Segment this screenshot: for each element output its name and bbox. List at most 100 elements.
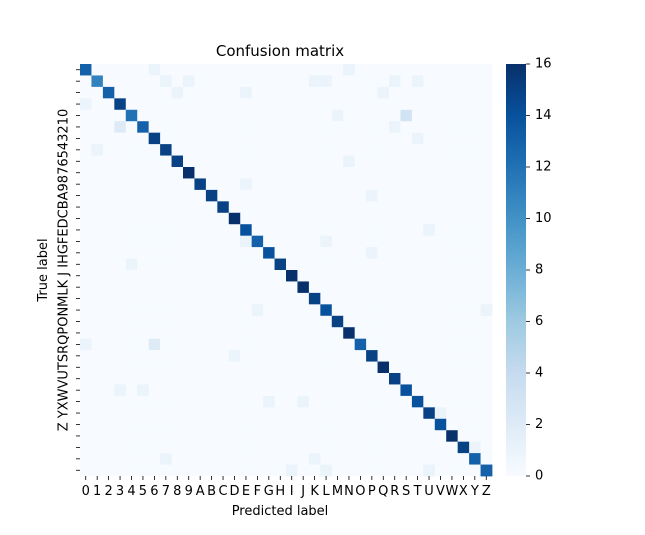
heatmap-cell <box>377 350 390 362</box>
heatmap-cell <box>366 384 378 397</box>
heatmap-cell <box>446 418 459 431</box>
heatmap-cell <box>240 373 253 385</box>
heatmap-cell <box>228 64 241 76</box>
heatmap-cell <box>389 292 401 305</box>
heatmap-cell <box>160 144 172 156</box>
heatmap-cell <box>102 292 115 305</box>
heatmap-cell <box>240 441 253 454</box>
heatmap-cell <box>377 247 390 259</box>
heatmap-cell <box>183 384 195 397</box>
heatmap-cell <box>240 327 253 340</box>
heatmap-cell <box>263 315 275 328</box>
heatmap-cell <box>423 464 436 477</box>
x-tick-label: R <box>390 484 399 499</box>
heatmap-cell <box>320 132 333 145</box>
heatmap-cell <box>389 212 401 225</box>
heatmap-cell <box>217 407 230 420</box>
heatmap-cell <box>354 395 367 408</box>
heatmap-cell <box>308 453 321 465</box>
heatmap-cell <box>251 407 264 420</box>
heatmap-cell <box>160 304 172 317</box>
heatmap-cell <box>102 327 115 340</box>
heatmap-cell <box>80 395 92 408</box>
heatmap-cell <box>354 327 367 340</box>
heatmap-cell <box>446 281 459 294</box>
heatmap-cell <box>480 292 493 305</box>
heatmap-cell <box>297 304 310 317</box>
heatmap-cell <box>469 407 481 420</box>
heatmap-cell <box>217 315 230 328</box>
heatmap-cell <box>240 201 253 214</box>
heatmap-cell <box>366 212 378 225</box>
heatmap-cell <box>171 441 184 454</box>
heatmap-cell <box>308 350 321 362</box>
heatmap-cell <box>217 247 230 259</box>
heatmap-cell <box>354 338 367 351</box>
heatmap-cell <box>331 86 344 99</box>
heatmap-cell <box>80 258 92 271</box>
heatmap-cell <box>297 315 310 328</box>
heatmap-cell <box>354 464 367 477</box>
heatmap-cell <box>331 109 344 122</box>
heatmap-cell <box>125 64 138 76</box>
heatmap-cell <box>251 64 264 76</box>
heatmap-cell <box>320 350 333 362</box>
heatmap-cell <box>80 292 92 305</box>
heatmap-cell <box>400 258 413 271</box>
heatmap-cell <box>251 304 264 317</box>
heatmap-cell <box>91 304 104 317</box>
heatmap-cell <box>160 327 172 340</box>
heatmap-cell <box>251 258 264 271</box>
heatmap-cell <box>80 373 92 385</box>
heatmap-cell <box>331 258 344 271</box>
heatmap-cell <box>434 304 447 317</box>
heatmap-cell <box>480 64 493 76</box>
heatmap-cell <box>411 270 424 282</box>
heatmap-cell <box>171 178 184 191</box>
heatmap-cell <box>331 407 344 420</box>
heatmap-cell <box>366 350 378 362</box>
heatmap-cell <box>263 327 275 340</box>
heatmap-cell <box>354 350 367 362</box>
heatmap-cell <box>240 350 253 362</box>
heatmap-cell <box>331 361 344 374</box>
x-tick-label: 1 <box>93 484 101 499</box>
heatmap-cell <box>80 167 92 179</box>
heatmap-cell <box>148 212 161 225</box>
heatmap-cell <box>137 132 150 145</box>
heatmap-cell <box>446 247 459 259</box>
heatmap-cell <box>148 395 161 408</box>
heatmap-cell <box>125 453 138 465</box>
heatmap-cell <box>308 201 321 214</box>
heatmap-cell <box>183 373 195 385</box>
heatmap-cell <box>148 86 161 99</box>
colorbar-tick-label: 14 <box>535 108 552 123</box>
heatmap-cell <box>308 247 321 259</box>
heatmap-cell <box>320 64 333 76</box>
heatmap-cell <box>480 189 493 202</box>
heatmap-cell <box>251 315 264 328</box>
heatmap-cell <box>114 201 127 214</box>
heatmap-cell <box>183 178 195 191</box>
heatmap-cell <box>469 109 481 122</box>
heatmap-cell <box>274 281 287 294</box>
heatmap-cell <box>228 430 241 443</box>
heatmap-cell <box>263 407 275 420</box>
heatmap-cell <box>434 201 447 214</box>
heatmap-cell <box>343 361 356 374</box>
heatmap-cell <box>286 304 298 317</box>
x-tick-label: Z <box>482 484 491 499</box>
heatmap-cell <box>171 189 184 202</box>
heatmap-cell <box>80 64 92 76</box>
heatmap-cell <box>91 98 104 111</box>
heatmap-cell <box>343 430 356 443</box>
heatmap-cell <box>320 224 333 237</box>
heatmap-cell <box>286 109 298 122</box>
heatmap-cell <box>160 315 172 328</box>
heatmap-cell <box>286 258 298 271</box>
heatmap-cell <box>286 418 298 431</box>
heatmap-cell <box>286 464 298 477</box>
heatmap-cell <box>354 121 367 134</box>
heatmap-cell <box>171 327 184 340</box>
